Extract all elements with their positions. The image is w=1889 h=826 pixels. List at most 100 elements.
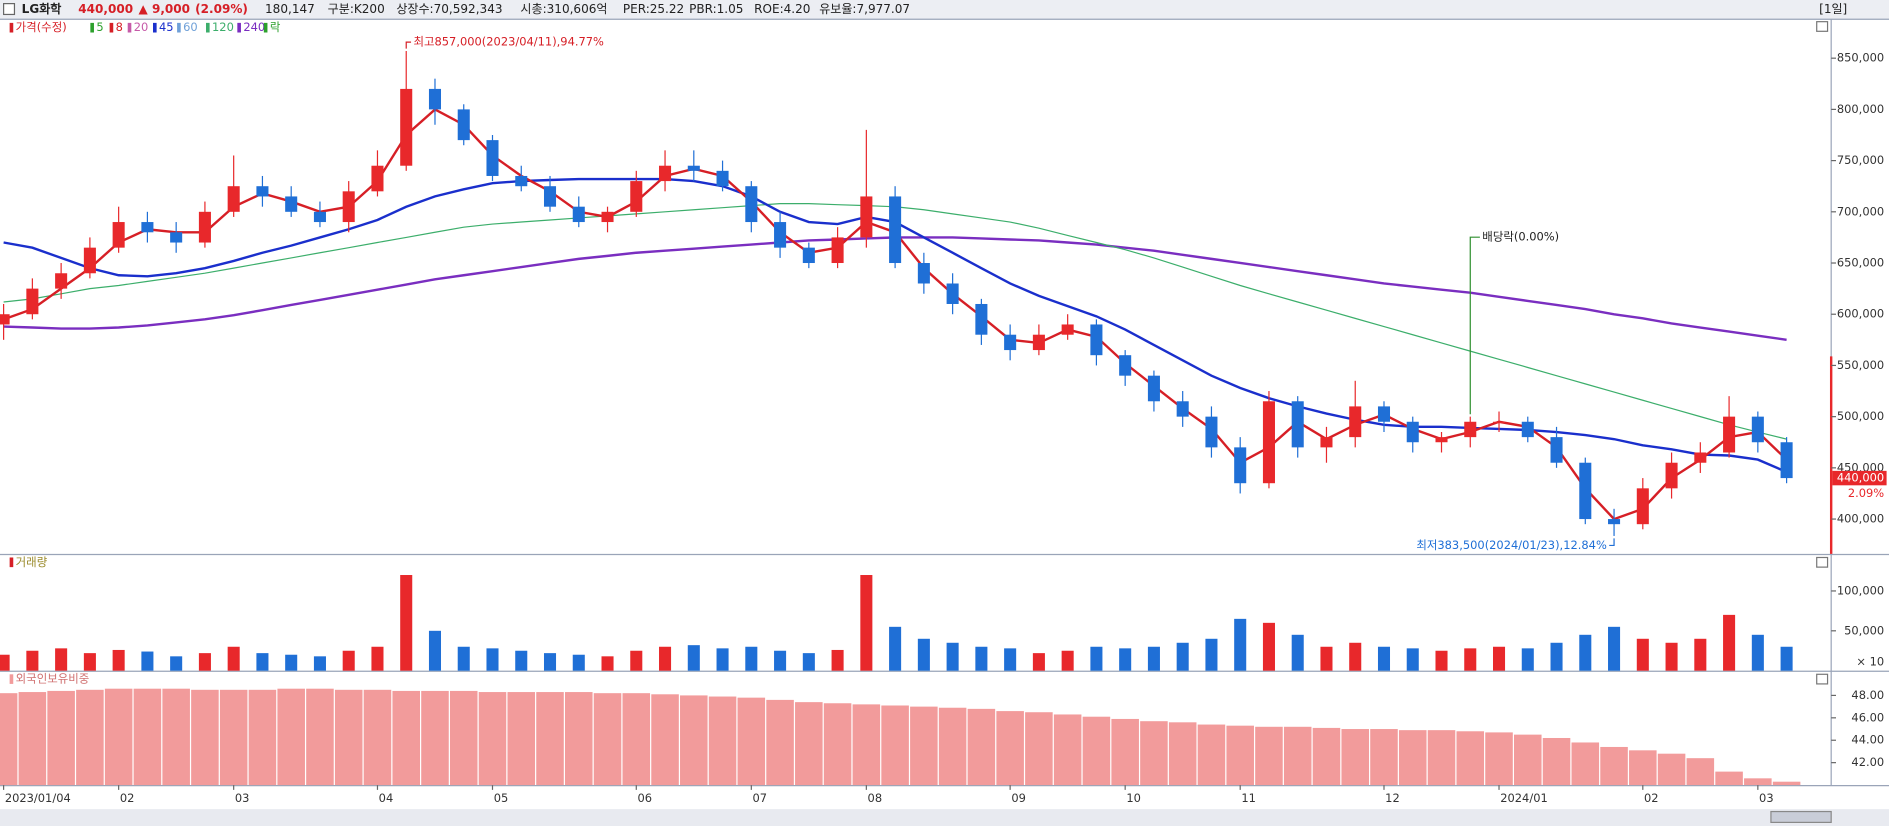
volume-bar	[1636, 638, 1649, 671]
volume-bar	[889, 626, 902, 671]
volume-bar	[285, 654, 298, 671]
x-tick-label: 09	[1011, 791, 1026, 805]
volume-bar	[975, 646, 988, 671]
candle-body	[1320, 437, 1333, 448]
candle-body	[1234, 447, 1247, 484]
ownership-bar	[1111, 718, 1139, 786]
ownership-bar	[191, 689, 219, 786]
ownership-bar	[1715, 771, 1743, 786]
ownership-bar	[449, 690, 478, 786]
candle-body	[428, 88, 442, 110]
volume-bar	[1751, 634, 1764, 671]
legend-swatch	[109, 22, 114, 33]
legend-swatch	[152, 22, 157, 33]
ownership-bar	[1370, 729, 1398, 786]
y-tick-label: 48.00	[1851, 688, 1884, 702]
annotation-arrow	[1609, 538, 1615, 547]
ownership-bar	[680, 695, 708, 786]
candle-body	[1608, 519, 1621, 525]
ownership-bar	[1312, 727, 1341, 786]
volume-bar	[1550, 642, 1563, 671]
change: ▲ 9,000	[139, 2, 191, 16]
ownership-bar	[277, 688, 305, 786]
unit-label: × 10	[1856, 655, 1884, 669]
ownership-bar	[737, 697, 766, 786]
volume-bar	[1004, 648, 1017, 671]
candle-body	[745, 186, 758, 223]
candle-body	[889, 196, 902, 264]
panel-button[interactable]	[1816, 556, 1829, 568]
panel-button[interactable]	[1816, 673, 1829, 685]
candle-body	[1119, 355, 1132, 376]
legend-swatch	[9, 674, 14, 684]
x-tick-label: 10	[1126, 791, 1141, 805]
candle-body	[256, 186, 269, 197]
panel-button[interactable]	[1816, 21, 1829, 32]
volume-bar	[1032, 653, 1045, 671]
candle-body	[1751, 416, 1764, 443]
ownership-bar	[852, 704, 881, 786]
ownership-bar	[910, 706, 938, 786]
legend-swatch	[90, 22, 94, 33]
candle-body	[716, 170, 729, 187]
ownership-bar	[1398, 730, 1427, 786]
ownership-bar	[1686, 758, 1715, 786]
ownership-bar	[1053, 714, 1082, 786]
ownership-bar	[478, 692, 507, 786]
stock-name: LG화학	[22, 1, 62, 16]
period[interactable]: [1일]	[1819, 2, 1847, 16]
candle-body	[1492, 421, 1506, 423]
ownership-bar	[0, 693, 18, 786]
volume-bar	[946, 642, 959, 671]
x-tick-label: 06	[637, 791, 652, 805]
volume-bar	[1579, 634, 1592, 671]
y-tick-label: 700,000	[1837, 204, 1884, 218]
volume-bar	[1176, 642, 1189, 671]
volume-bar	[1320, 646, 1333, 671]
volume-bar	[1349, 642, 1362, 671]
candle-body	[313, 211, 326, 223]
top-bar	[0, 0, 1889, 20]
candle-body	[285, 196, 298, 212]
header-info: PER:25.22	[623, 2, 684, 16]
volume-bar	[227, 646, 240, 671]
ownership-bar	[47, 690, 75, 786]
y-tick-label: 600,000	[1837, 307, 1884, 321]
candle-body	[1579, 462, 1592, 520]
scrollbar[interactable]	[1770, 810, 1832, 823]
candle-body	[1349, 406, 1362, 438]
volume-bar	[1608, 626, 1621, 671]
legend-label: 5	[96, 20, 103, 34]
volume-bar	[860, 575, 873, 671]
ownership-bar	[133, 688, 162, 786]
volume-bar	[802, 653, 815, 671]
volume-bar	[543, 653, 557, 671]
y-tick-label: 450,000	[1837, 460, 1884, 474]
legend-label: 120	[212, 20, 234, 34]
ownership-bar	[1226, 725, 1254, 786]
volume-bar	[400, 575, 413, 671]
volume-bar	[687, 645, 700, 671]
x-tick-label: 04	[379, 791, 394, 805]
y-tick-label: 50,000	[1844, 623, 1884, 637]
dividend-line	[1469, 236, 1480, 415]
legend-label: 240	[243, 20, 265, 34]
volume-bar	[1492, 646, 1506, 671]
ownership-bar	[1485, 732, 1513, 786]
last-price: 440,000	[1837, 471, 1884, 485]
header-info: PBR:1.05	[689, 2, 743, 16]
candle-body	[371, 165, 384, 192]
volume-bar	[342, 650, 355, 671]
ownership-bar	[1744, 778, 1772, 786]
volume-bar	[1406, 648, 1419, 671]
candle-body	[543, 186, 557, 207]
candle-body	[1406, 421, 1419, 443]
candle-body	[83, 247, 96, 274]
candle-body	[1291, 401, 1304, 448]
checkbox[interactable]	[3, 3, 16, 16]
volume-bar	[0, 654, 10, 671]
legend-label: 락	[270, 20, 281, 34]
